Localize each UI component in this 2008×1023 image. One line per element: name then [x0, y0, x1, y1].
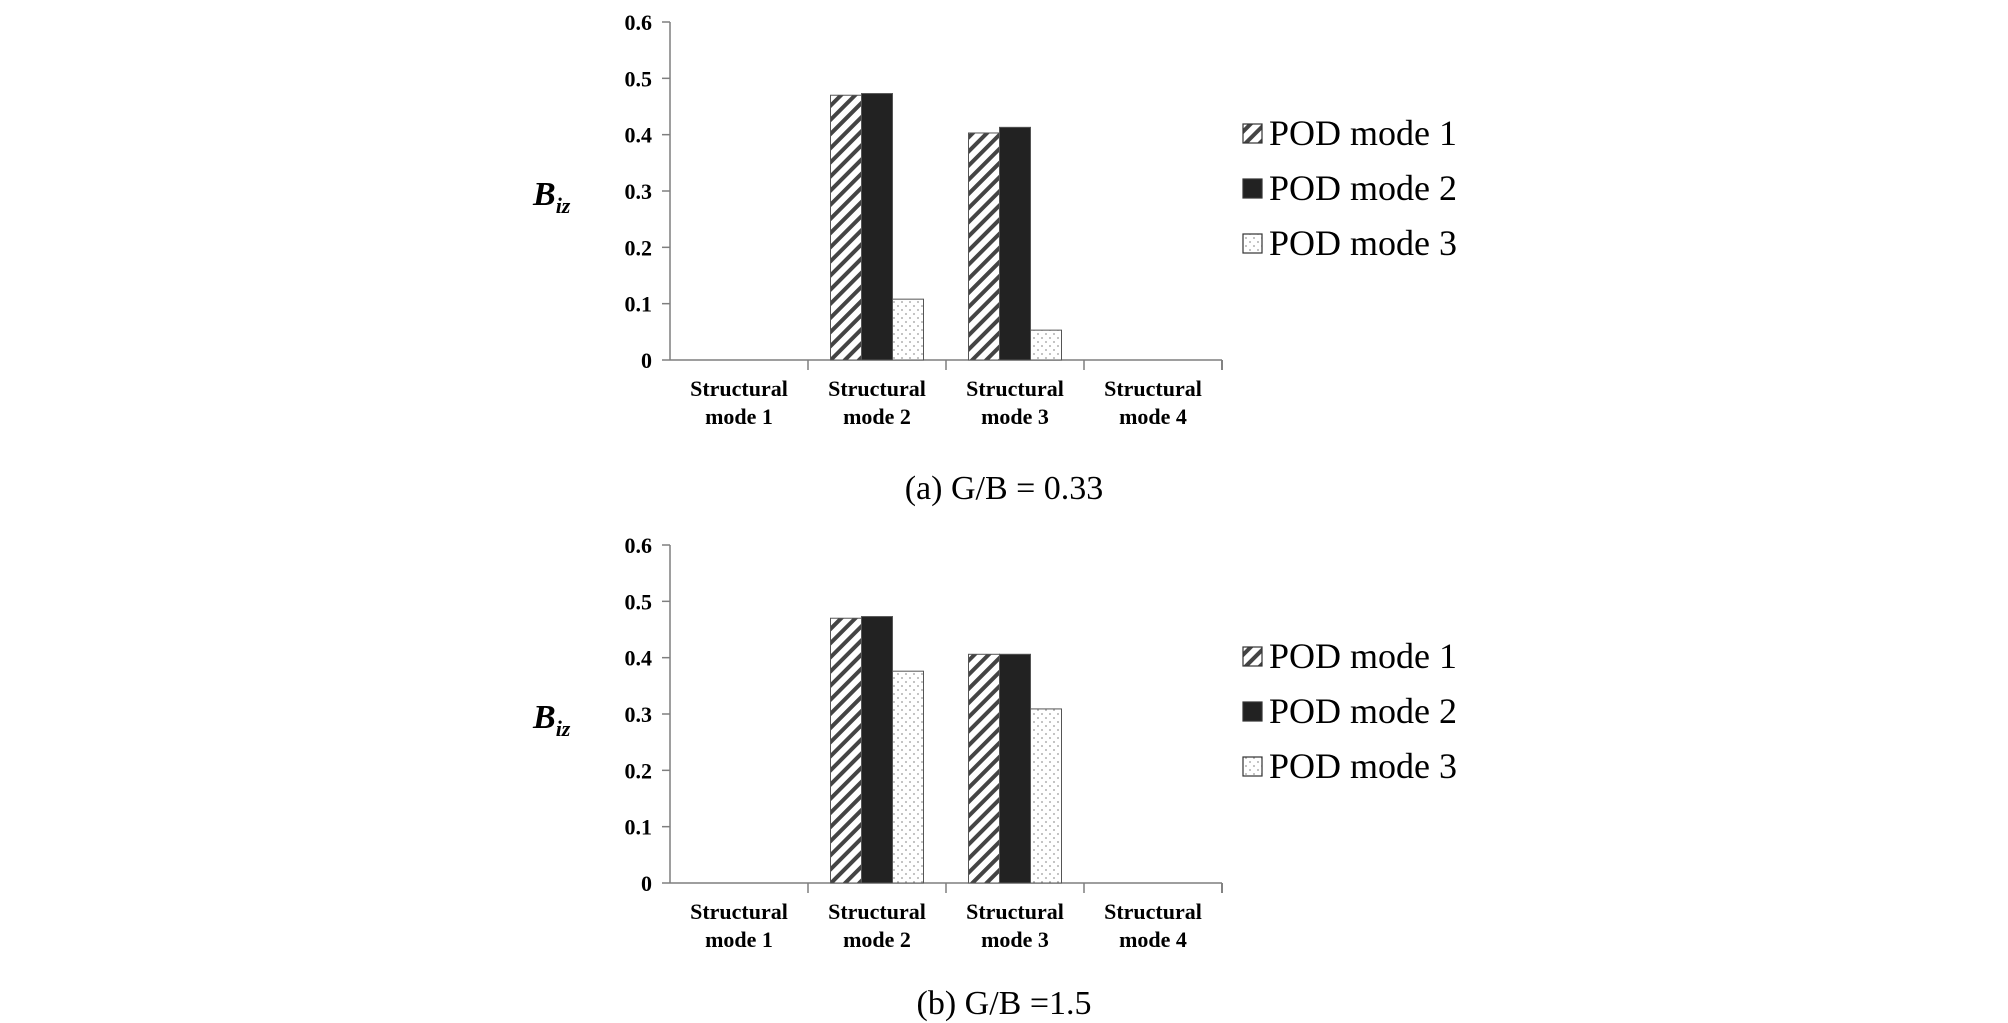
y-tick-label: 0.1	[625, 815, 653, 840]
legend-swatch	[1242, 123, 1263, 144]
legend-swatch	[1242, 756, 1263, 777]
y-axis-label: Biz	[532, 176, 571, 218]
y-tick-label: 0	[641, 348, 652, 373]
caption-a: (a) G/B = 0.33	[904, 470, 1104, 507]
bar	[968, 132, 1000, 361]
legend-label: POD mode 1	[1269, 113, 1457, 153]
category-label: mode 4	[1119, 927, 1187, 952]
y-tick-label: 0.3	[625, 702, 653, 727]
bar	[1030, 708, 1062, 884]
category-label: mode 4	[1119, 404, 1187, 429]
legend-swatch	[1242, 178, 1263, 199]
y-tick-label: 0.5	[625, 589, 653, 614]
legend-swatch	[1242, 233, 1263, 254]
bar	[892, 298, 924, 361]
legend-label: POD mode 1	[1269, 636, 1457, 676]
category-label: Structural	[1104, 899, 1202, 924]
category-label: mode 1	[705, 404, 773, 429]
category-label: Structural	[828, 899, 926, 924]
y-tick-label: 0.4	[625, 123, 653, 148]
bar	[999, 653, 1031, 884]
y-tick-label: 0.6	[625, 533, 653, 558]
bar	[999, 126, 1031, 361]
bar	[1030, 329, 1062, 361]
category-label: mode 1	[705, 927, 773, 952]
chart-b: 0 0.1 0.2 0.3 0.4 0.5 0.6 Biz Structural mode 1 St…	[532, 533, 1457, 952]
bar	[892, 670, 924, 884]
bar	[968, 653, 1000, 884]
category-label: Structural	[966, 376, 1064, 401]
category-label: Structural	[1104, 376, 1202, 401]
category-label: mode 2	[843, 927, 911, 952]
chart-a: 0 0.1 0.2 0.3 0.4 0.5 0.6 Biz Structural mode 1 St…	[532, 10, 1457, 429]
bar	[861, 93, 893, 361]
legend-label: POD mode 2	[1269, 168, 1457, 208]
y-tick-label: 0.2	[625, 235, 653, 260]
bar	[830, 617, 862, 884]
legend-label: POD mode 2	[1269, 691, 1457, 731]
caption-b: (b) G/B =1.5	[916, 985, 1092, 1022]
y-tick-label: 0.3	[625, 179, 653, 204]
y-tick-label: 0.1	[625, 292, 653, 317]
category-label: Structural	[966, 899, 1064, 924]
y-tick-label: 0.5	[625, 66, 653, 91]
category-label: Structural	[690, 376, 788, 401]
bar	[830, 94, 862, 361]
legend-label: POD mode 3	[1269, 223, 1457, 263]
y-tick-label: 0.6	[625, 10, 653, 35]
bar	[861, 616, 893, 884]
category-label: Structural	[690, 899, 788, 924]
category-label: mode 3	[981, 404, 1049, 429]
legend-swatch	[1242, 646, 1263, 667]
category-label: Structural	[828, 376, 926, 401]
category-label: mode 3	[981, 927, 1049, 952]
y-tick-label: 0.2	[625, 758, 653, 783]
legend-label: POD mode 3	[1269, 746, 1457, 786]
legend-swatch	[1242, 701, 1263, 722]
category-label: mode 2	[843, 404, 911, 429]
y-tick-label: 0	[641, 871, 652, 896]
y-axis-label: Biz	[532, 699, 571, 741]
y-tick-label: 0.4	[625, 646, 653, 671]
